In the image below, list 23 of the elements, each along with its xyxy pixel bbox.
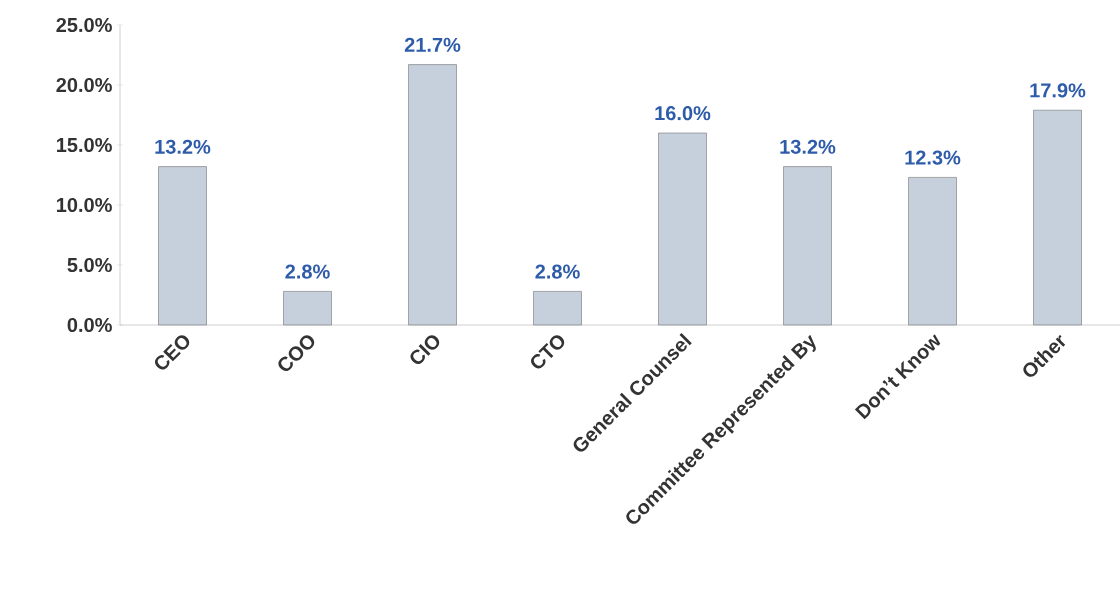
bar: [658, 132, 707, 326]
data-label: 12.3%: [905, 150, 961, 165]
bar: [283, 291, 332, 326]
bar: [158, 166, 207, 326]
bar: [908, 177, 957, 326]
data-label: 2.8%: [535, 264, 580, 279]
y-tick-label: 5.0%: [67, 257, 112, 273]
x-tick-label: CIO: [410, 335, 440, 364]
data-label: 16.0%: [655, 106, 711, 121]
y-tick-label: 10.0%: [56, 197, 112, 213]
data-label: 2.8%: [285, 264, 330, 279]
bar: [408, 64, 457, 326]
bar: [1033, 109, 1082, 326]
y-tick-label: 15.0%: [56, 137, 112, 153]
bar: [783, 166, 832, 326]
y-tick-label: 25.0%: [56, 17, 112, 33]
data-label: 21.7%: [404, 37, 461, 52]
data-label: 13.2%: [155, 139, 211, 154]
y-tick-label: 0.0%: [67, 317, 112, 333]
data-label: 13.2%: [780, 139, 836, 154]
data-label: 17.9%: [1030, 83, 1086, 98]
bar: [533, 291, 582, 326]
y-tick-label: 20.0%: [56, 77, 112, 93]
